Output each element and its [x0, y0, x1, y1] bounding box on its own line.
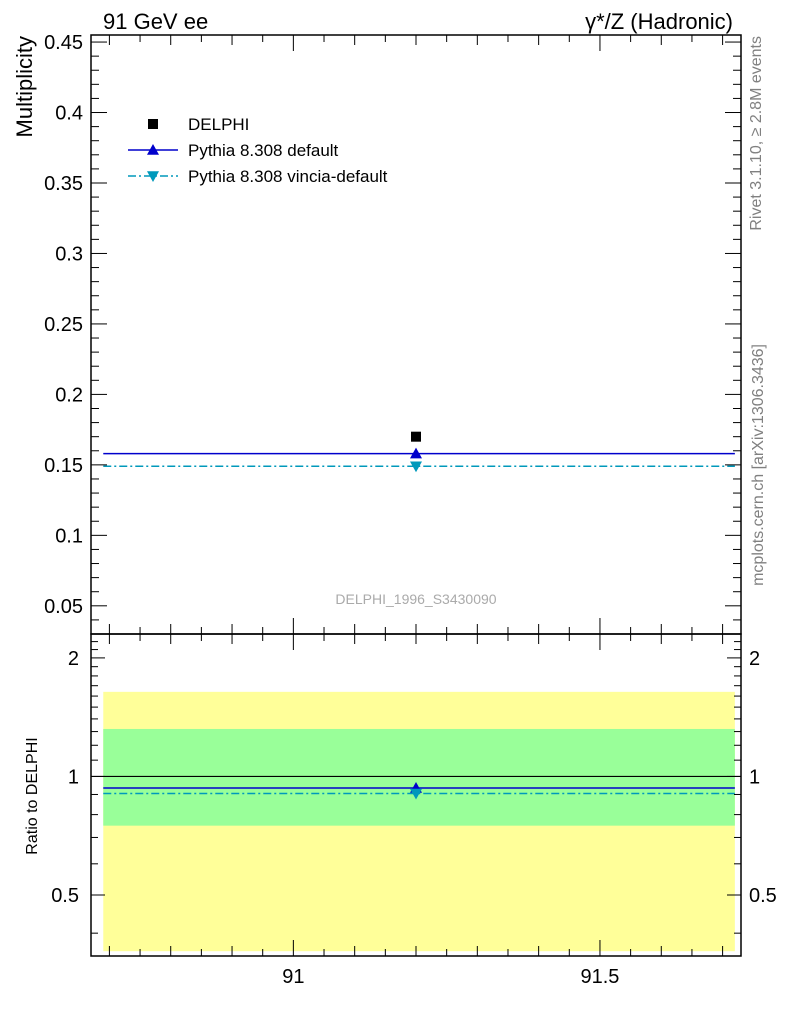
ratio-ytick-label-left: 2	[68, 648, 79, 670]
ratio-panel: 0.5 0.5 1 1 2 2 91 91.5	[51, 633, 777, 988]
ratio-band-inner	[103, 728, 735, 826]
main-series-marker-2	[410, 461, 422, 473]
main-ytick-label: 0.05	[44, 596, 83, 618]
main-frame	[90, 34, 742, 635]
main-ylabel: Multiplicity	[12, 36, 37, 137]
main-ytick-label: 0.45	[44, 32, 83, 54]
ratio-ytick-label-right: 0.5	[749, 885, 777, 907]
legend-label-1: Pythia 8.308 default	[188, 141, 339, 160]
legend-label-2: Pythia 8.308 vincia-default	[188, 167, 388, 186]
legend-marker-0	[148, 119, 158, 129]
header-right-title: γ*/Z (Hadronic)	[585, 9, 733, 34]
main-ytick-label: 0.3	[55, 243, 83, 265]
main-series-marker-1	[410, 447, 422, 459]
header-left-title: 91 GeV ee	[103, 9, 208, 34]
legend: DELPHI Pythia 8.308 default Pythia 8.308 v…	[128, 115, 388, 186]
legend-marker-1	[147, 144, 159, 155]
main-data-marker-0	[411, 431, 421, 442]
main-ytick-label: 0.2	[55, 384, 83, 406]
xtick-label: 91.5	[580, 966, 619, 988]
main-ytick-label: 0.1	[55, 525, 83, 547]
ratio-ylabel: Ratio to DELPHI	[24, 737, 41, 854]
side-label-mcplots: mcplots.cern.ch [arXiv:1306.3436]	[750, 344, 767, 586]
ratio-ytick-label-left: 1	[68, 766, 79, 788]
main-ytick-label: 0.4	[55, 103, 83, 125]
main-ytick-label: 0.15	[44, 455, 83, 477]
xtick-label: 91	[282, 966, 304, 988]
legend-marker-2	[147, 171, 159, 182]
legend-label-0: DELPHI	[188, 115, 249, 134]
main-panel: 0.05 0.1 0.15 0.2 0.25 0.3 0.35 0.4 0.45	[44, 32, 742, 635]
side-label-rivet: Rivet 3.1.10, ≥ 2.8M events	[748, 36, 765, 231]
watermark: DELPHI_1996_S3430090	[335, 591, 496, 607]
main-ytick-label: 0.25	[44, 314, 83, 336]
ratio-ytick-label-left: 0.5	[51, 885, 79, 907]
ratio-ytick-label-right: 2	[749, 648, 760, 670]
ratio-series-marker-1	[410, 788, 422, 800]
main-ytick-label: 0.35	[44, 173, 83, 195]
ratio-ytick-label-right: 1	[749, 766, 760, 788]
